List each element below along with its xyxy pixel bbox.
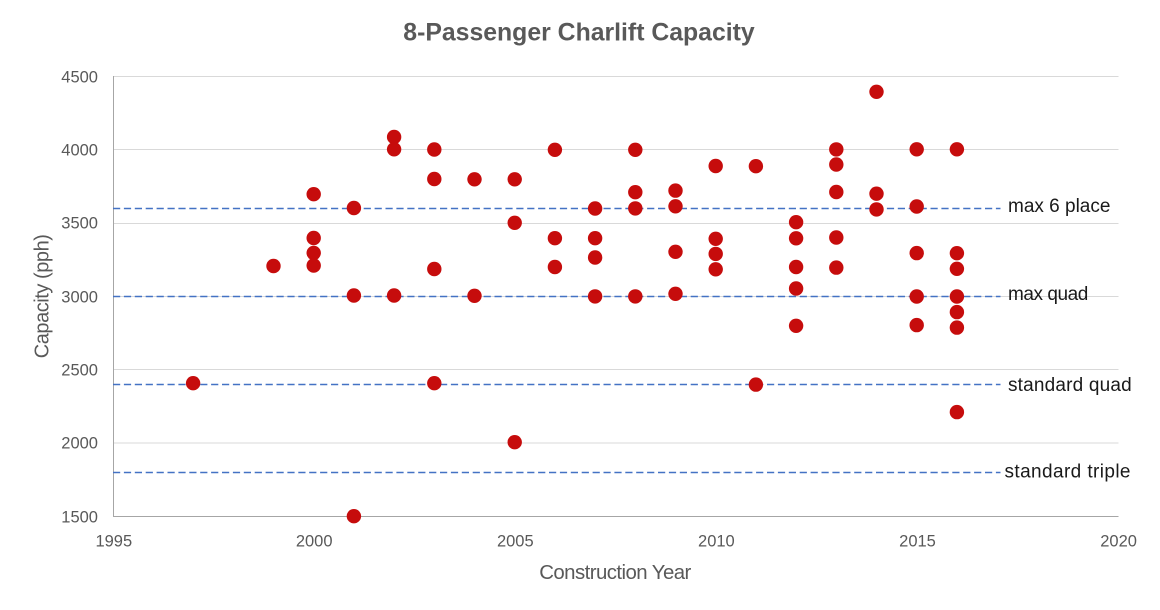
svg-text:Capacity (pph): Capacity (pph) [32,235,54,359]
svg-text:max 6 place: max 6 place [1008,196,1110,217]
svg-text:1500: 1500 [61,508,98,526]
svg-text:Construction Year: Construction Year [539,562,691,584]
svg-text:2020: 2020 [1100,533,1137,551]
svg-text:1995: 1995 [95,533,132,551]
svg-text:standard quad: standard quad [1008,375,1132,396]
svg-text:2015: 2015 [899,533,936,551]
svg-text:standard triple: standard triple [1005,461,1131,482]
svg-text:2000: 2000 [296,533,333,551]
svg-text:4500: 4500 [61,69,98,87]
svg-text:2000: 2000 [61,435,98,453]
svg-text:4000: 4000 [61,142,98,160]
svg-text:8-Passenger Charlift Capacity: 8-Passenger Charlift Capacity [403,20,755,47]
svg-text:3000: 3000 [61,289,98,307]
svg-text:2500: 2500 [61,362,98,380]
svg-text:max quad: max quad [1008,284,1088,305]
svg-text:2005: 2005 [497,533,534,551]
svg-text:3500: 3500 [61,215,98,233]
svg-text:2010: 2010 [698,533,735,551]
